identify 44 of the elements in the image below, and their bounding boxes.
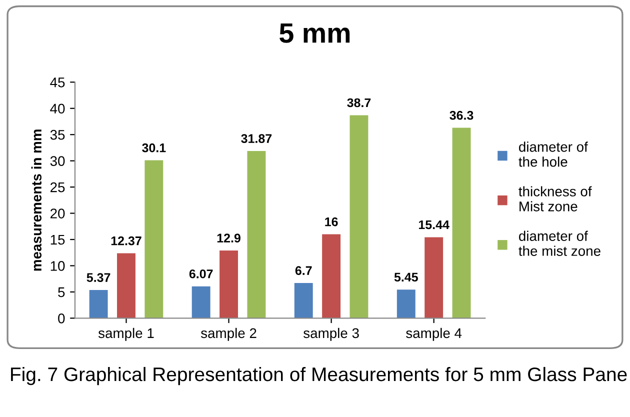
y-tick-label: 30 <box>50 156 65 166</box>
y-tick-label: 10 <box>50 261 65 271</box>
x-tick-label: sample 4 <box>406 328 462 341</box>
bar <box>144 160 164 318</box>
bar <box>452 128 471 318</box>
data-label: 36.3 <box>450 110 474 120</box>
bar <box>89 290 108 318</box>
legend-label: diameter of the hole <box>518 142 588 167</box>
data-label: 5.45 <box>394 272 418 282</box>
bar <box>294 283 313 318</box>
legend-label: diameter of the mist zone <box>518 230 600 256</box>
x-tick-label: sample 1 <box>98 328 154 341</box>
y-tick-label: 35 <box>50 130 65 140</box>
bar <box>247 151 266 318</box>
y-tick-label: 5 <box>58 287 65 298</box>
chart-title: 5 mm <box>280 24 350 43</box>
legend-label: thickness of Mist zone <box>518 186 592 212</box>
x-tick-label: sample 3 <box>304 328 359 341</box>
data-label: 16 <box>325 217 338 226</box>
data-label: 12.37 <box>111 236 142 246</box>
bar <box>192 286 210 318</box>
data-label: 12.9 <box>217 234 240 242</box>
data-label: 6.07 <box>189 269 213 278</box>
bar <box>117 253 136 318</box>
data-label: 30.1 <box>142 143 166 152</box>
y-axis-title: measurements in mm <box>31 130 42 271</box>
data-label: 38.7 <box>347 98 371 108</box>
y-tick-label: 15 <box>50 234 65 245</box>
y-tick-label: 20 <box>50 208 65 218</box>
y-tick-label: 25 <box>50 182 65 192</box>
bar <box>424 237 444 318</box>
y-tick-label: 45 <box>50 78 65 88</box>
x-tick-label: sample 2 <box>200 328 256 341</box>
data-label: 5.37 <box>86 273 110 282</box>
bar <box>396 290 416 318</box>
data-label: 15.44 <box>418 220 450 230</box>
bar <box>220 250 238 318</box>
y-tick-label: 0 <box>58 314 65 324</box>
data-label: 31.87 <box>241 134 272 144</box>
caption: Fig. 7 Graphical Representation of Measurements for 5 mm Glass Pane <box>11 366 627 386</box>
y-tick-label: 40 <box>50 104 65 114</box>
data-label: 6.7 <box>295 266 312 276</box>
bar <box>322 234 341 318</box>
bar <box>350 115 368 318</box>
